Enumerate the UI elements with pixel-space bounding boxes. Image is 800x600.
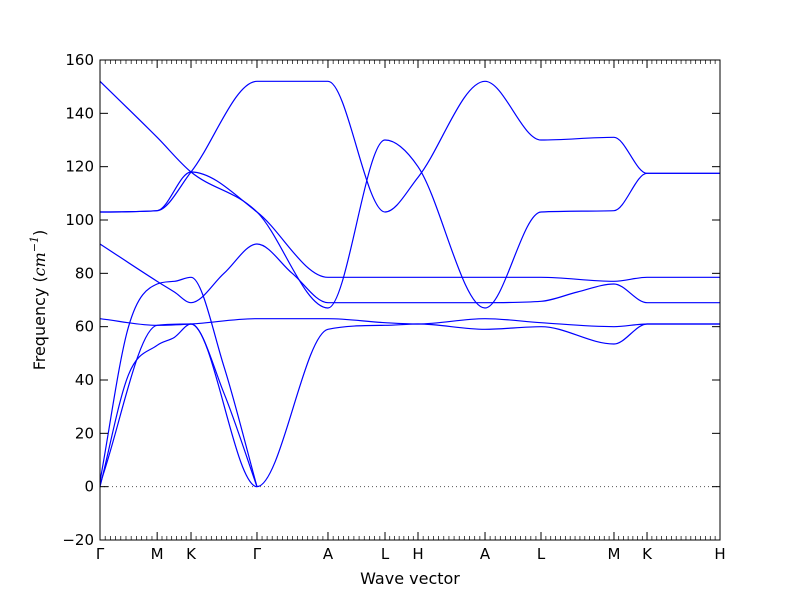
y-tick-label: 120 xyxy=(65,158,94,176)
minor-tick-layer xyxy=(104,60,716,540)
band-4-line xyxy=(99,243,720,304)
y-axis-label-exponent: −1 xyxy=(28,236,41,252)
y-axis-label-prefix: Frequency ( xyxy=(30,276,49,370)
band-8-line xyxy=(99,323,720,488)
series-layer xyxy=(99,80,721,488)
y-tick-layer: −20 0 20 40 60 80 100 120 140 160 xyxy=(62,51,720,549)
x-tick-label-7: A xyxy=(480,545,491,563)
y-tick-label: 0 xyxy=(84,478,94,496)
band-2-line xyxy=(99,276,258,487)
x-tick-label-10: K xyxy=(642,545,653,563)
x-tick-label-1: M xyxy=(151,545,164,563)
x-tick-label-2: K xyxy=(186,545,197,563)
y-axis-label: Frequency (cm−1) xyxy=(28,230,49,371)
y-tick-label: 140 xyxy=(65,104,94,122)
x-tick-label-11: H xyxy=(714,545,725,563)
band-7-line xyxy=(99,80,721,213)
x-tick-label-9: M xyxy=(608,545,621,563)
x-tick-label-4: A xyxy=(323,545,334,563)
band-1-line xyxy=(99,323,258,487)
plot-frame xyxy=(99,59,721,541)
y-tick-label: 100 xyxy=(65,211,94,229)
x-tick-label-0: Γ xyxy=(96,545,105,563)
x-tick-label-5: L xyxy=(381,545,390,563)
x-axis-label: Wave vector xyxy=(360,569,460,588)
y-tick-label: 80 xyxy=(75,264,94,282)
y-tick-label: 60 xyxy=(75,318,94,336)
x-tick-label-8: L xyxy=(537,545,546,563)
band-6-line xyxy=(99,80,721,309)
y-tick-label: 40 xyxy=(75,371,94,389)
y-tick-label: 160 xyxy=(65,51,94,69)
y-axis-label-unit: cm xyxy=(30,252,49,276)
y-tick-label: 20 xyxy=(75,424,94,442)
y-axis-label-suffix: ) xyxy=(30,230,49,236)
x-tick-label-3: Γ xyxy=(253,545,262,563)
y-tick-label: −20 xyxy=(62,531,94,549)
x-tick-label-6: H xyxy=(412,545,423,563)
